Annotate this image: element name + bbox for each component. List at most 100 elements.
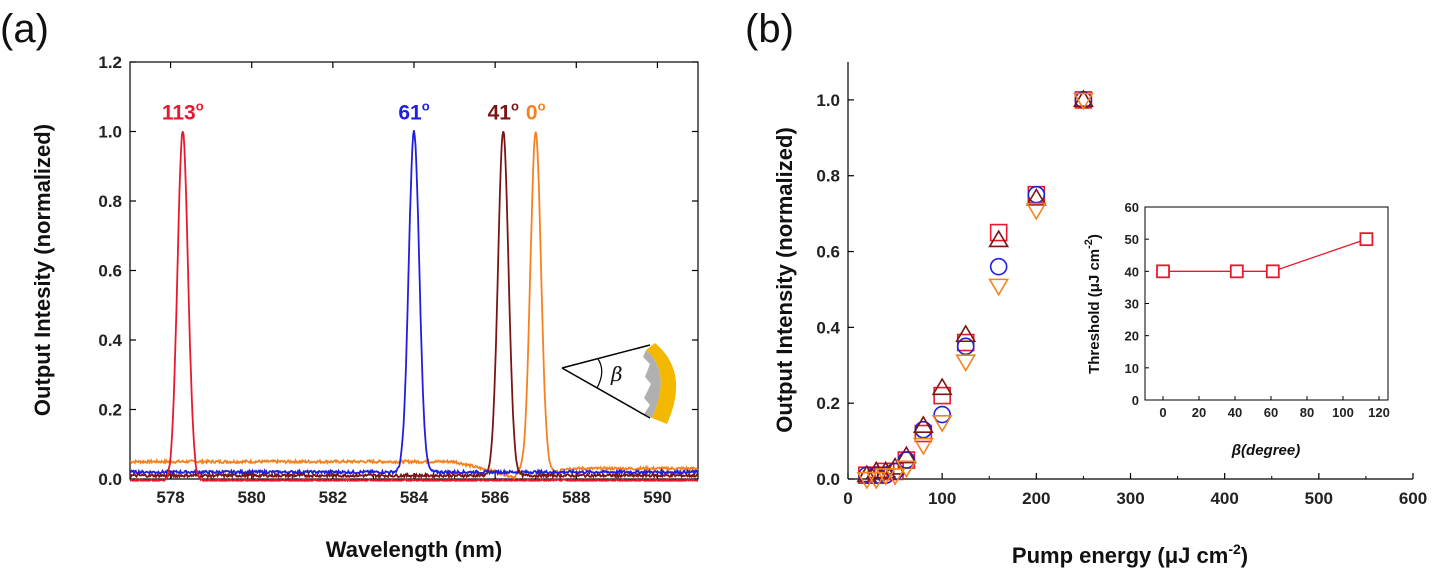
panel-b-xtick-label: 500 <box>1305 489 1333 508</box>
panel-a-peak-label-2: 41o <box>488 99 519 125</box>
panel-a-xtick-label: 590 <box>643 488 671 507</box>
inset-xtick-label: 20 <box>1192 405 1206 420</box>
panel-a-ticks: 578 580 582 584 586 588 590 0.0 0.2 0.4 0.6 0.8 1.0 1… <box>98 53 699 507</box>
inset-ytick-label: 20 <box>1125 329 1139 344</box>
inset-ytick-label: 0 <box>1132 393 1139 408</box>
panel-b-xtick-label: 600 <box>1399 489 1427 508</box>
panel-a-peak-labels: 113o 61o 41o 0o <box>162 99 546 125</box>
panel-b-point-triangle-up <box>875 460 897 479</box>
panel-b-point-triangle-up <box>856 464 878 483</box>
inset-point-square <box>1359 232 1374 247</box>
panel-a-series-line-2 <box>129 131 699 480</box>
panel-a-ytick-label: 1.2 <box>98 53 122 72</box>
panel-a-label: (a) <box>0 7 49 51</box>
panel-b-xlabel-text: Pump energy (μJ cm <box>1012 543 1228 568</box>
panel-a-peak-label-1: 61o <box>398 99 429 125</box>
peak-label-degree: o <box>196 99 204 114</box>
wedge-edge-bottom <box>561 367 651 419</box>
wedge-angle-arc <box>596 358 603 389</box>
wedge-edge-top <box>561 344 651 369</box>
peak-label-value: 0 <box>526 102 538 125</box>
panel-a-peak-label-3: 0o <box>526 99 546 125</box>
wedge-gold-layer <box>646 343 677 424</box>
panel-a-series-line-3 <box>129 131 699 480</box>
panel-a-xtick-label: 588 <box>562 488 590 507</box>
panel-a-xtick-label: 580 <box>238 488 266 507</box>
panel-b-xtick-label: 300 <box>1116 489 1144 508</box>
peak-label-degree: o <box>538 99 546 114</box>
inset-line <box>1163 238 1367 272</box>
inset-ticks: 0 20 40 60 80 100 120 0 10 20 30 40 50 60 <box>1125 200 1390 420</box>
inset-series <box>1156 232 1374 279</box>
panel-b-point-triangle-up <box>1073 89 1094 108</box>
panel-a-xtick-label: 586 <box>481 488 509 507</box>
panel-b-point-circle <box>933 405 951 424</box>
panel-a-ylabel: Output Intesity (normalized) <box>30 124 55 416</box>
panel-b-point-triangle-down <box>988 278 1010 297</box>
panel-a-plot-frame <box>129 61 699 480</box>
panel-b-point-triangle-up <box>1025 187 1047 206</box>
panel-a-xtick-label: 584 <box>400 488 429 507</box>
panel-a-ytick-label: 0.8 <box>98 192 122 211</box>
panel-b-xtick-label: 0 <box>843 489 852 508</box>
inset-ytick-label: 10 <box>1125 361 1139 376</box>
panel-b-point-triangle-down <box>865 471 887 490</box>
panel-b-xtick-label: 400 <box>1210 489 1238 508</box>
inset-ytick-label: 50 <box>1125 232 1139 247</box>
inset-point-square <box>1265 264 1280 279</box>
inset-ylabel-sup: -2 <box>1083 239 1095 249</box>
panel-b-xtick-label: 100 <box>928 489 956 508</box>
wedge-grating <box>643 350 661 418</box>
panel-b-point-square <box>989 223 1008 242</box>
panel-b-point-triangle-up <box>931 377 953 396</box>
panel-b-point-triangle-up <box>912 415 934 434</box>
panel-a-series-line-0 <box>129 131 698 483</box>
peak-label-value: 61 <box>398 102 422 125</box>
panel-b-point-triangle-down <box>1025 202 1047 221</box>
panel-b-series <box>856 89 1094 490</box>
panel-b-ytick-label: 0.2 <box>816 394 840 413</box>
threshold-inset: 0 20 40 60 80 100 120 0 10 20 30 40 50 60 β(degree) T… <box>1083 200 1390 459</box>
panel-b-point-triangle-up <box>895 445 917 464</box>
panel-b-point-circle <box>956 337 975 356</box>
panel-a-ytick-label: 1.0 <box>98 123 122 142</box>
panel-b-point-triangle-down <box>895 460 917 479</box>
panel-b-point-circle <box>1027 185 1046 204</box>
inset-ytick-label: 30 <box>1125 297 1139 312</box>
panel-b-ytick-label: 1.0 <box>816 91 840 110</box>
inset-ytick-label: 60 <box>1125 200 1139 215</box>
inset-xtick-label: 120 <box>1368 405 1390 420</box>
panel-b-xlabel: Pump energy (μJ cm-2) <box>1012 541 1248 568</box>
peak-label-value: 41 <box>488 102 512 125</box>
panel-b-point-triangle-up <box>988 229 1010 248</box>
inset-xtick-label: 60 <box>1264 405 1278 420</box>
inset-frame <box>1144 206 1389 401</box>
panel-b-point-circle <box>989 257 1008 276</box>
panel-b-ytick-label: 0.8 <box>816 167 840 186</box>
panel-b-point-triangle-down <box>931 415 953 433</box>
panel-a-xlabel: Wavelength (nm) <box>326 537 502 562</box>
panel-a-ytick-label: 0.2 <box>98 401 122 420</box>
panel-b-xlabel-end: ) <box>1241 543 1248 568</box>
panel-a-series <box>129 130 699 483</box>
peak-label-degree: o <box>422 99 430 114</box>
panel-a-ytick-label: 0.6 <box>98 262 122 281</box>
panel-a-xtick-label: 578 <box>156 488 184 507</box>
panel-b-ytick-label: 0.6 <box>816 243 840 262</box>
panel-b-ytick-label: 0.4 <box>816 318 840 337</box>
panel-a-ytick-label: 0.0 <box>98 470 122 489</box>
inset-ylabel: Threshold (μJ cm-2) <box>1083 234 1103 374</box>
peak-label-degree: o <box>511 99 519 114</box>
panel-b-point-triangle-down <box>955 354 977 373</box>
panel-b-xtick-label: 200 <box>1022 489 1050 508</box>
panel-b-point-triangle-down <box>884 468 906 486</box>
panel-b-point-triangle-down <box>912 437 934 456</box>
panel-b-xlabel-sup: -2 <box>1228 541 1241 557</box>
panel-b-point-square <box>933 386 951 405</box>
panel-b-point-triangle-down <box>1073 92 1094 111</box>
panel-b-point-square <box>914 424 933 443</box>
peak-label-value: 113 <box>162 102 196 125</box>
inset-xlabel: β(degree) <box>1231 442 1301 459</box>
